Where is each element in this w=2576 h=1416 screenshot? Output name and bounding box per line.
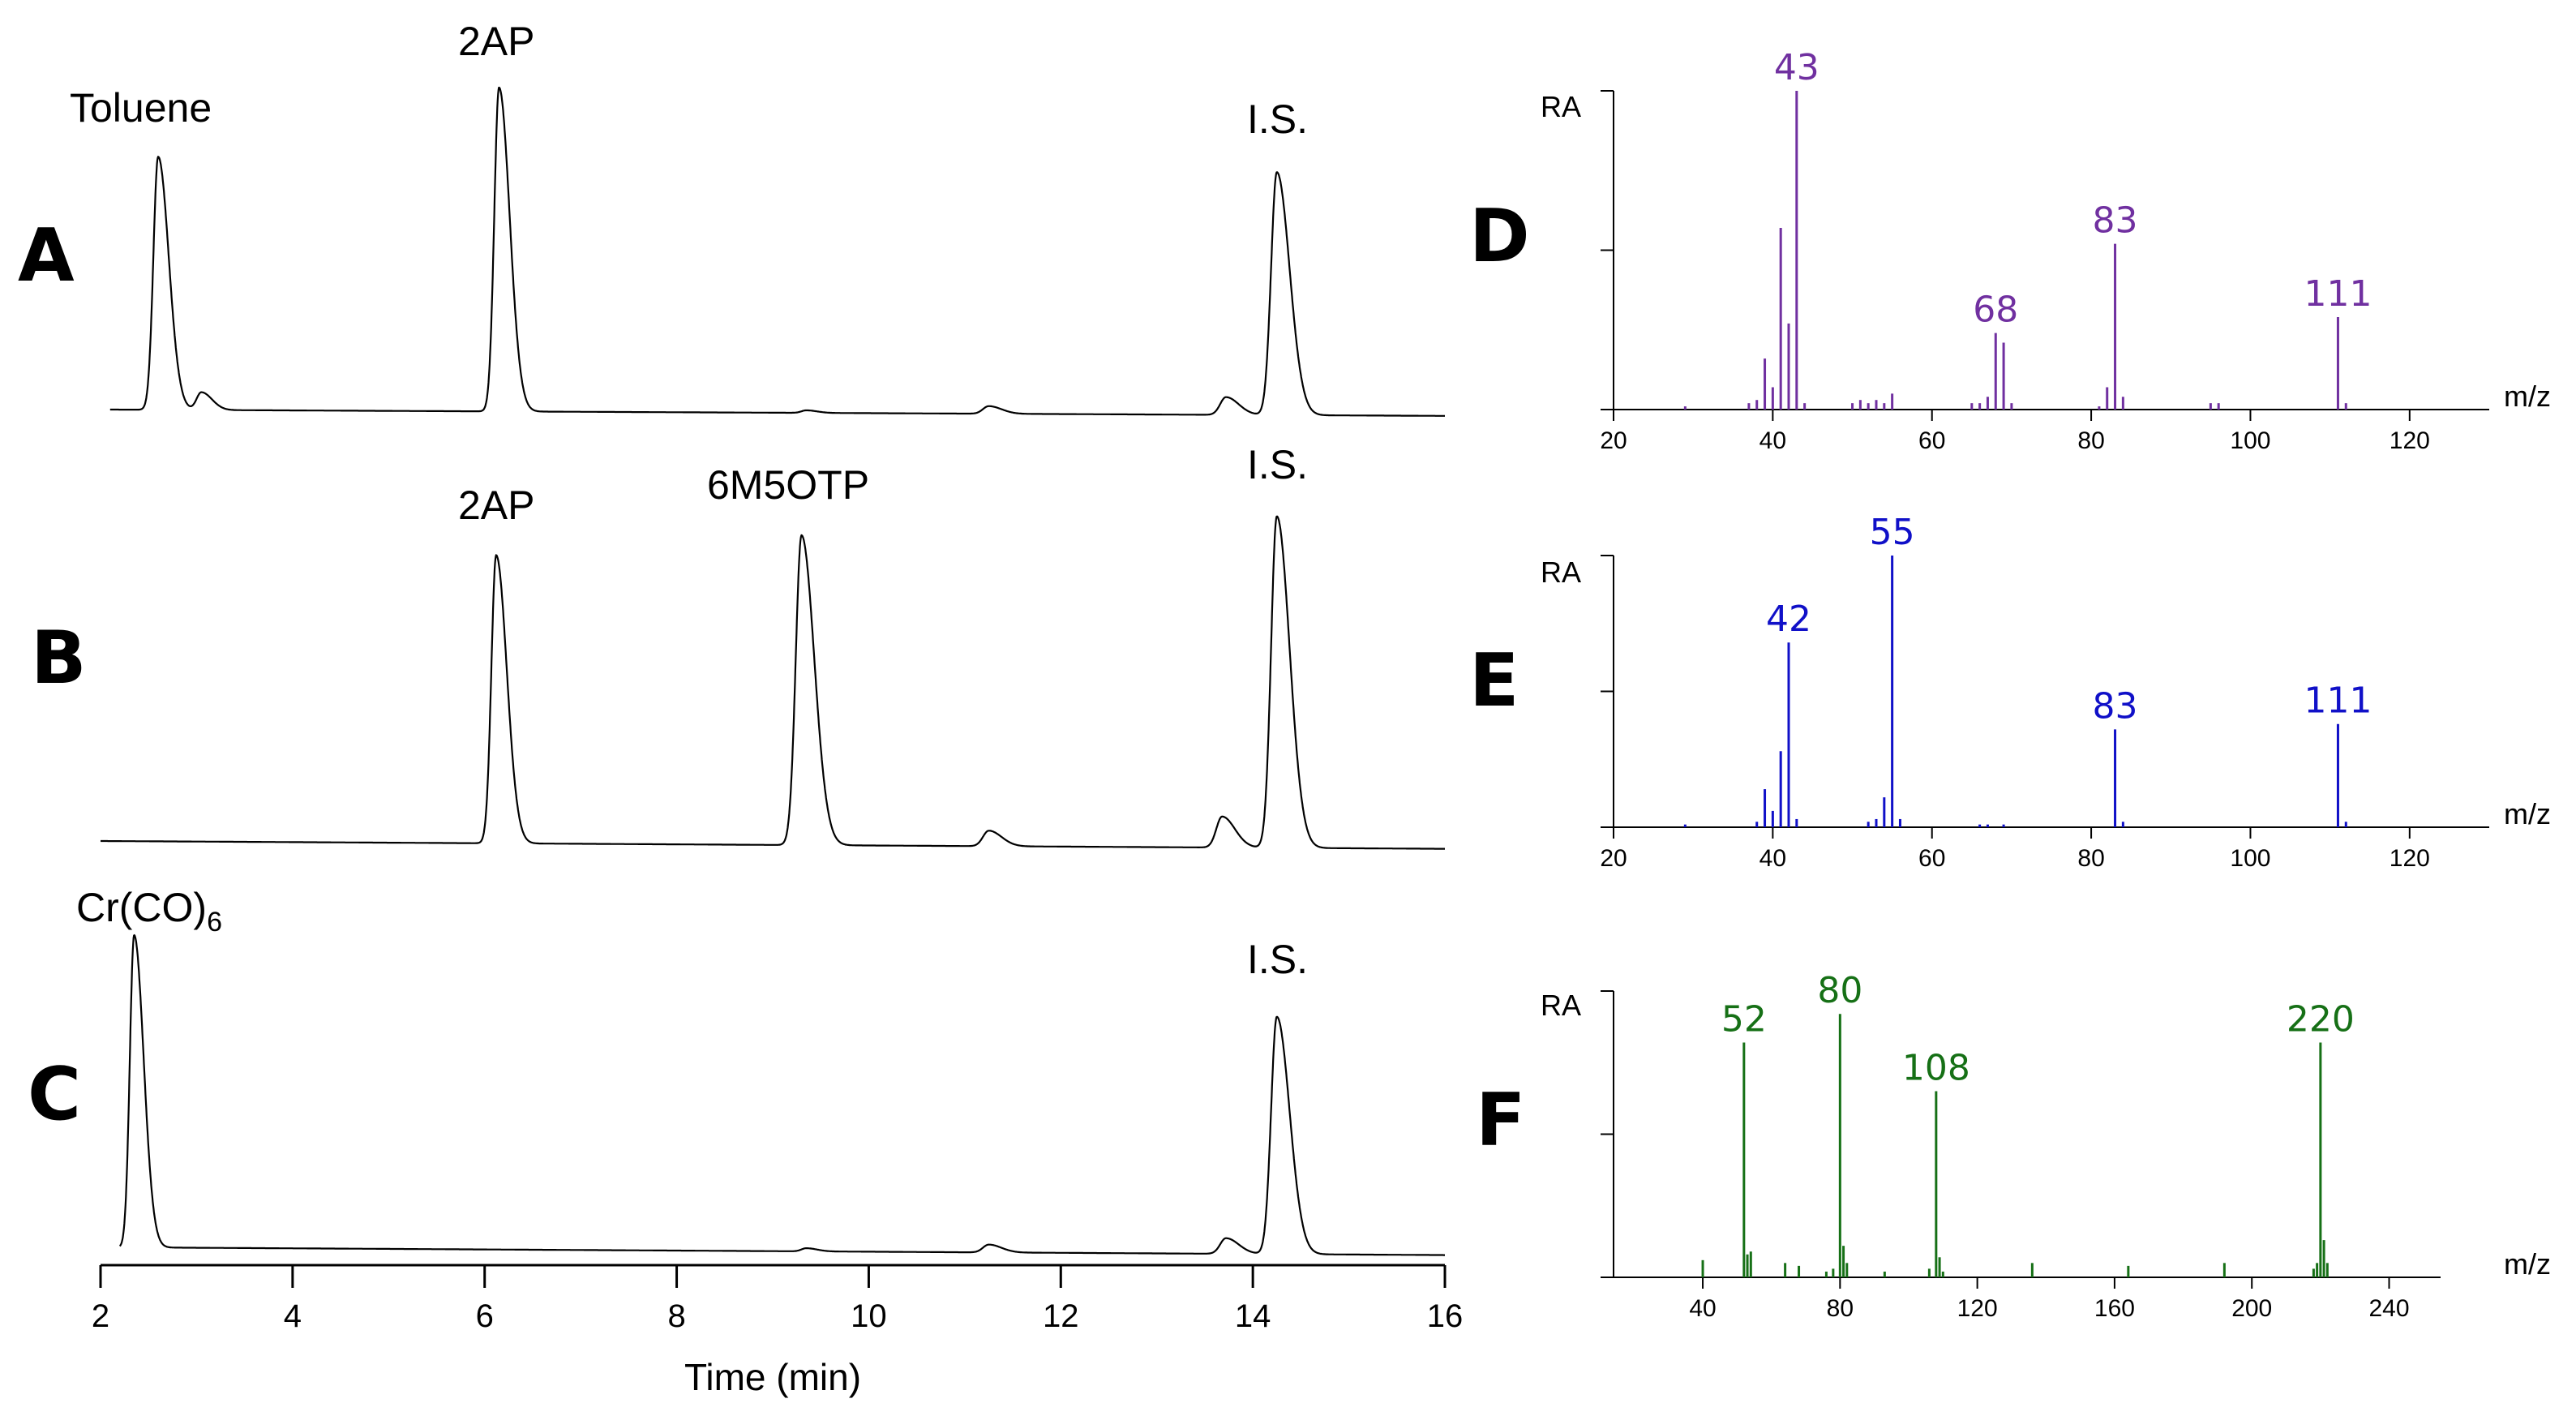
ms-d-peak-label: 83 bbox=[2093, 200, 2138, 242]
ms-f-ylabel: RA bbox=[1541, 989, 1581, 1022]
ms-e-x-tick-label: 60 bbox=[1918, 845, 1945, 872]
time-tick-label: 2 bbox=[92, 1298, 109, 1334]
mass-spectrum-e: RA m/z 20 40 60 80 100 120 42 55 83 111 bbox=[1541, 512, 2551, 872]
chromatogram-trace-a bbox=[109, 86, 1445, 417]
peak-label-is-b: I.S. bbox=[1247, 442, 1308, 487]
ms-e-x-tick-label: 40 bbox=[1759, 845, 1786, 872]
ms-d-x-tick-label: 100 bbox=[2230, 427, 2270, 454]
panel-letter-b: B bbox=[31, 616, 87, 701]
ms-f-x-tick-label: 40 bbox=[1689, 1295, 1716, 1322]
ms-e-x-tick-label: 120 bbox=[2390, 845, 2430, 872]
ms-d-x-tick-label: 120 bbox=[2390, 427, 2430, 454]
ms-f-x-tick-label: 160 bbox=[2094, 1295, 2135, 1322]
ms-f-x-tick-label: 120 bbox=[1957, 1295, 1998, 1322]
ms-d-peak-label: 68 bbox=[1973, 290, 2018, 331]
chromatogram-trace-c bbox=[118, 933, 1445, 1256]
ms-e-ylabel: RA bbox=[1541, 556, 1581, 589]
time-tick-label: 14 bbox=[1235, 1298, 1271, 1334]
ms-d-peak-label: 43 bbox=[1774, 47, 1819, 88]
peak-label-toluene: Toluene bbox=[70, 85, 212, 131]
panel-letter-c: C bbox=[28, 1052, 81, 1137]
time-axis-ticks: 2 4 6 8 10 12 14 16 bbox=[92, 1265, 1463, 1334]
panel-letter-a: A bbox=[18, 213, 75, 298]
ms-e-peak-label: 111 bbox=[2304, 680, 2372, 722]
peak-label-2ap-b: 2AP bbox=[458, 483, 535, 528]
peak-label-cr-co6-subscript: 6 bbox=[207, 907, 222, 938]
time-tick-label: 6 bbox=[476, 1298, 494, 1334]
ms-f-x-tick-label: 200 bbox=[2231, 1295, 2272, 1322]
ms-f-xlabel: m/z bbox=[2504, 1247, 2551, 1281]
ms-f-peak-label: 80 bbox=[1817, 970, 1862, 1011]
time-axis-title: Time (min) bbox=[684, 1356, 861, 1398]
time-tick-label: 12 bbox=[1043, 1298, 1079, 1334]
ms-f-peak-label: 108 bbox=[1902, 1048, 1970, 1089]
mass-spectrum-f: RA m/z 40 80 120 160 200 240 52 80 108 220 bbox=[1541, 970, 2551, 1322]
time-tick-label: 8 bbox=[667, 1298, 685, 1334]
ms-d-x-tick-label: 80 bbox=[2077, 427, 2104, 454]
ms-d-x-tick-label: 20 bbox=[1600, 427, 1627, 454]
ms-e-x-tick-label: 20 bbox=[1600, 845, 1627, 872]
time-tick-label: 4 bbox=[284, 1298, 302, 1334]
ms-d-x-tick-label: 40 bbox=[1759, 427, 1786, 454]
peak-label-cr-co6: Cr(CO)6 bbox=[76, 885, 222, 938]
peak-label-is-c: I.S. bbox=[1247, 937, 1308, 982]
ms-d-x-tick-label: 60 bbox=[1918, 427, 1945, 454]
mass-spectrum-d: RA m/z 20 40 60 80 100 120 43 68 83 111 bbox=[1541, 47, 2551, 454]
panel-letter-d: D bbox=[1469, 194, 1530, 279]
ms-d-ylabel: RA bbox=[1541, 90, 1581, 123]
ms-f-x-tick-label: 240 bbox=[2368, 1295, 2409, 1322]
peak-label-is-a: I.S. bbox=[1247, 97, 1308, 142]
ms-e-x-tick-label: 80 bbox=[2077, 845, 2104, 872]
time-tick-label: 10 bbox=[851, 1298, 887, 1334]
ms-e-x-tick-label: 100 bbox=[2230, 845, 2270, 872]
time-tick-label: 16 bbox=[1427, 1298, 1464, 1334]
ms-f-x-tick-label: 80 bbox=[1827, 1295, 1854, 1322]
ms-e-peak-label: 83 bbox=[2093, 685, 2138, 727]
chromatogram-trace-b bbox=[101, 515, 1445, 850]
ms-f-peak-label: 52 bbox=[1721, 999, 1767, 1041]
panel-letter-e: E bbox=[1469, 638, 1519, 723]
peak-label-2ap-a: 2AP bbox=[458, 19, 535, 64]
ms-e-peak-label: 42 bbox=[1766, 599, 1811, 640]
ms-f-peak-label: 220 bbox=[2287, 999, 2355, 1041]
ms-d-xlabel: m/z bbox=[2504, 380, 2551, 413]
peak-label-6m5otp: 6M5OTP bbox=[707, 462, 869, 508]
panel-letter-f: F bbox=[1476, 1078, 1525, 1163]
ms-d-peak-label: 111 bbox=[2304, 273, 2372, 315]
ms-e-xlabel: m/z bbox=[2504, 797, 2551, 830]
ms-e-peak-label: 55 bbox=[1870, 512, 1915, 553]
